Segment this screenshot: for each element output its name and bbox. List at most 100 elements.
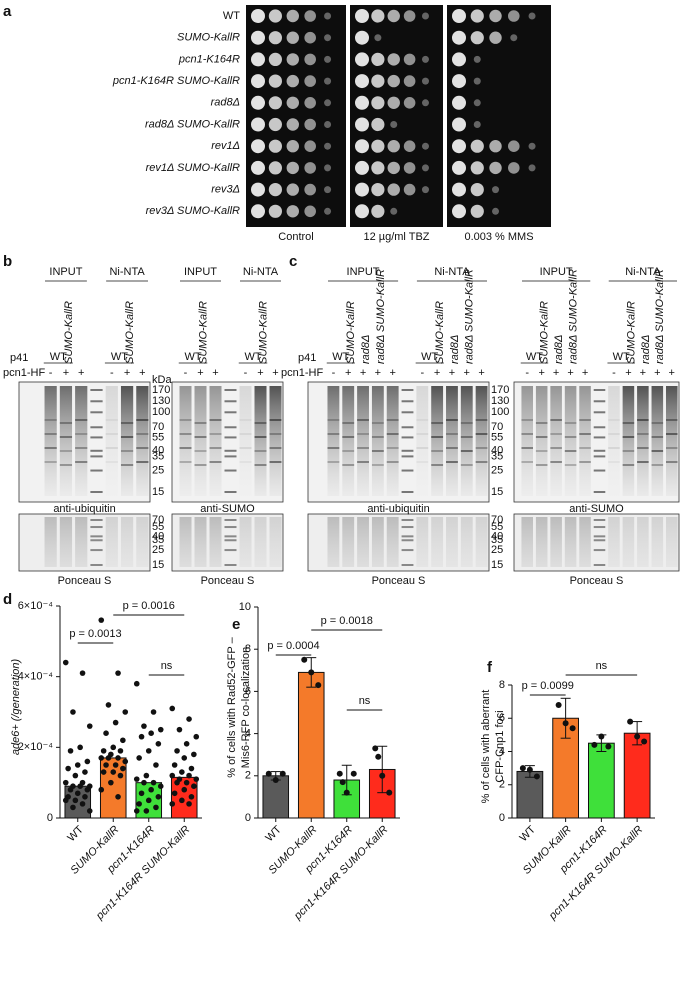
y-tick-label: 2×10⁻⁴ [18, 741, 54, 753]
spot [324, 34, 332, 42]
row-label: pcn1-HF [281, 367, 323, 379]
spot [403, 140, 416, 152]
strain-label: pcn1-K164R [178, 53, 240, 65]
spot [268, 161, 282, 175]
data-point [143, 772, 150, 779]
data-point [112, 719, 119, 726]
ponceau-lane [194, 517, 207, 567]
sign: + [389, 367, 395, 379]
data-point [375, 753, 382, 760]
spot [286, 31, 299, 44]
strain-label: pcn1-K164R SUMO-KallR [112, 75, 240, 87]
marker-label: 170 [152, 384, 170, 396]
ponceau-lane [651, 517, 664, 567]
spot [324, 207, 332, 215]
sign: + [139, 367, 145, 379]
spot [452, 182, 466, 197]
marker-label: 55 [491, 521, 503, 533]
spot [421, 164, 429, 172]
spot [251, 95, 265, 110]
data-point [533, 773, 540, 780]
data-point [138, 733, 145, 740]
spot [355, 182, 369, 197]
data-point [100, 748, 107, 754]
spot [304, 183, 316, 196]
data-point [74, 790, 81, 797]
spot [452, 117, 466, 132]
marker-label: 35 [491, 534, 503, 546]
spot [286, 53, 299, 66]
data-point [117, 748, 124, 754]
sign: + [669, 367, 675, 379]
spot [403, 162, 416, 174]
spot [304, 205, 316, 218]
strain-label: SUMO-KallR [197, 301, 209, 364]
sign: + [553, 367, 559, 379]
marker-label: 130 [152, 395, 170, 407]
spot [421, 142, 429, 150]
data-point [526, 766, 533, 773]
sign: + [464, 367, 470, 379]
data-point [84, 758, 91, 765]
lane-smear [416, 386, 429, 496]
strain-label: SUMO-KallR [63, 301, 75, 364]
y-tick-label: 10 [239, 601, 251, 613]
spot [387, 183, 400, 196]
data-point [641, 738, 648, 745]
data-point [105, 755, 112, 761]
data-point [193, 733, 200, 740]
sign: - [244, 367, 248, 379]
spot [371, 117, 385, 132]
spot [304, 53, 316, 66]
data-point [67, 786, 74, 793]
sign: + [478, 367, 484, 379]
data-point [191, 751, 197, 758]
marker-label: 40 [152, 530, 164, 542]
data-point [186, 716, 192, 722]
sign: + [78, 367, 84, 379]
spot [355, 204, 369, 219]
marker-label: 70 [491, 514, 503, 526]
bar [297, 671, 325, 819]
ponceau-lane [665, 517, 678, 567]
data-point [136, 755, 142, 761]
lane-smear [371, 386, 384, 496]
marker-label: 40 [491, 445, 503, 457]
ponceau-lane [460, 517, 473, 567]
data-point [98, 617, 105, 623]
data-point [62, 797, 69, 804]
spot [304, 75, 316, 87]
lane-smear [105, 386, 118, 496]
data-point [108, 779, 114, 786]
marker-label: 55 [152, 431, 164, 443]
sign: - [184, 367, 188, 379]
spot [355, 74, 369, 89]
lane-smear [550, 386, 562, 496]
spot [251, 74, 265, 89]
marker-label: 15 [152, 486, 164, 498]
spot [355, 139, 369, 154]
spot [268, 204, 282, 218]
strain-label: WT [184, 351, 201, 363]
spot [387, 74, 400, 88]
data-point [171, 762, 178, 768]
spot [470, 9, 484, 23]
data-point [179, 769, 185, 775]
strain-label: rev3Δ [211, 184, 240, 196]
data-point [569, 725, 576, 732]
data-point [171, 790, 178, 797]
spot [452, 139, 466, 154]
spot [507, 162, 520, 174]
strain-label: WT [244, 351, 261, 363]
marker-label: 25 [152, 544, 164, 556]
sign: - [525, 367, 529, 379]
ponceau-lane [179, 517, 192, 567]
lane-smear [431, 386, 444, 496]
data-point [555, 701, 562, 708]
data-point [181, 786, 188, 793]
spot [371, 52, 385, 66]
spot [268, 139, 282, 153]
spot [492, 207, 500, 215]
ponceau-lane [269, 517, 282, 567]
